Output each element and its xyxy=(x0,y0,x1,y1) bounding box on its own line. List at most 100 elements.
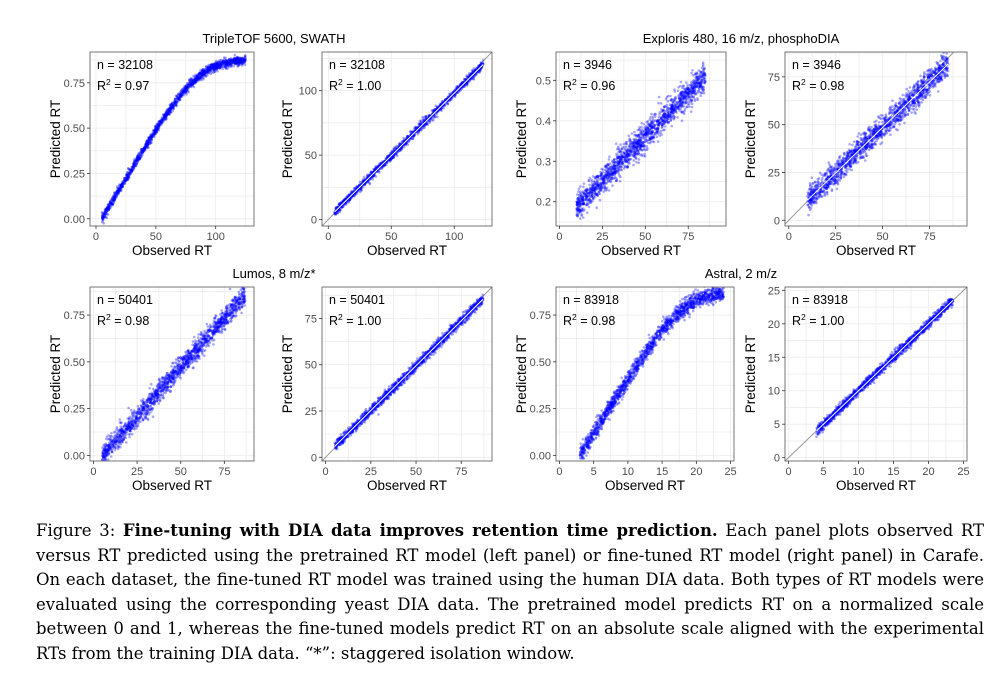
data-point xyxy=(163,115,167,119)
data-point xyxy=(225,60,229,64)
data-point xyxy=(225,59,229,63)
data-point xyxy=(206,66,209,70)
data-point xyxy=(624,156,628,159)
data-point xyxy=(178,96,181,100)
data-point xyxy=(672,115,676,118)
data-point xyxy=(202,70,205,73)
data-point xyxy=(596,179,599,182)
data-point xyxy=(164,110,168,114)
data-point xyxy=(377,169,380,172)
data-point xyxy=(696,97,699,100)
data-point xyxy=(130,170,134,174)
data-point xyxy=(208,68,211,72)
data-point xyxy=(222,60,225,64)
data-point xyxy=(114,197,117,200)
data-point xyxy=(127,171,131,175)
data-point xyxy=(159,120,163,123)
data-point xyxy=(643,144,646,147)
data-point xyxy=(103,208,107,211)
data-point xyxy=(418,122,422,126)
r2-annotation: R2 = 0.97 xyxy=(97,77,149,93)
data-point xyxy=(154,126,158,130)
data-point xyxy=(644,125,648,128)
data-point xyxy=(172,105,175,108)
data-point xyxy=(608,155,611,158)
data-point xyxy=(106,207,110,211)
data-point xyxy=(221,62,224,65)
data-point xyxy=(145,142,149,145)
data-point xyxy=(141,151,144,154)
data-point xyxy=(212,68,216,71)
data-point xyxy=(697,69,701,72)
data-point xyxy=(229,62,232,66)
data-point xyxy=(140,150,144,153)
data-point xyxy=(106,209,110,212)
data-point xyxy=(458,90,461,93)
data-point xyxy=(118,188,122,191)
data-point xyxy=(160,120,164,123)
data-point xyxy=(627,134,630,138)
data-point xyxy=(178,91,182,95)
data-point xyxy=(439,103,443,106)
data-point xyxy=(137,156,140,159)
data-point xyxy=(194,77,198,81)
data-point xyxy=(168,110,172,113)
data-point xyxy=(186,82,190,85)
data-point xyxy=(227,63,230,66)
data-point xyxy=(629,154,633,157)
data-point xyxy=(196,76,200,79)
data-point xyxy=(640,132,643,135)
data-point xyxy=(213,70,217,74)
data-point xyxy=(193,79,197,82)
data-point xyxy=(213,67,217,71)
data-point xyxy=(125,171,129,174)
data-point xyxy=(465,81,469,85)
data-point xyxy=(201,73,205,77)
data-point xyxy=(237,62,240,65)
data-point xyxy=(173,101,177,104)
data-point xyxy=(576,197,579,201)
data-point xyxy=(638,128,641,132)
data-point xyxy=(130,170,133,173)
data-point xyxy=(197,77,200,80)
data-point xyxy=(186,84,190,87)
data-point xyxy=(457,89,461,93)
data-point xyxy=(637,161,640,165)
data-point xyxy=(662,105,666,109)
data-point xyxy=(194,77,198,81)
data-point xyxy=(212,63,215,66)
data-point xyxy=(113,196,116,199)
data-point xyxy=(113,198,117,201)
data-point xyxy=(235,58,238,62)
data-point xyxy=(156,122,160,126)
data-point xyxy=(191,82,194,85)
data-point xyxy=(215,63,219,66)
data-point xyxy=(168,108,172,112)
data-point xyxy=(353,186,357,190)
data-point xyxy=(146,141,149,144)
data-point xyxy=(211,63,214,66)
data-point xyxy=(179,91,183,95)
data-point xyxy=(166,111,169,115)
data-point xyxy=(146,139,150,143)
data-point xyxy=(198,71,202,75)
data-point xyxy=(153,128,157,132)
data-point xyxy=(688,88,691,91)
data-point xyxy=(112,196,116,199)
data-point xyxy=(129,171,132,175)
data-point xyxy=(142,147,146,151)
data-point xyxy=(181,91,184,94)
data-point xyxy=(209,64,213,67)
data-point xyxy=(240,56,244,60)
data-point xyxy=(165,113,169,117)
data-point xyxy=(176,92,180,96)
data-point xyxy=(224,62,227,66)
data-point xyxy=(183,88,187,92)
data-point xyxy=(183,87,187,91)
y-tick-label: 0.2 xyxy=(536,197,551,209)
data-point xyxy=(164,112,168,115)
data-point xyxy=(184,87,187,90)
data-point xyxy=(174,97,177,101)
data-point xyxy=(228,58,231,61)
